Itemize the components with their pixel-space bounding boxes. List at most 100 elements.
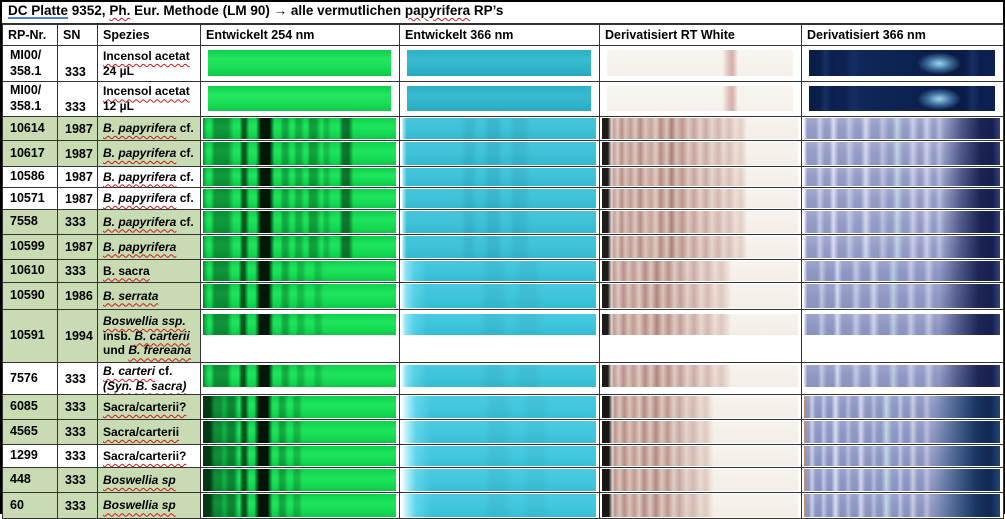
table-row: 10590 1986 B. serrata [2,282,1004,310]
cell-sn: 333 [57,45,98,82]
cell-spezies: B. carteri cf. (Syn. B. sacra) [97,361,201,396]
cell-sn: 1986 [57,282,98,310]
cell-rp-nr: 4565 [2,419,58,446]
tlc-strip-deriv-366nm [804,236,1000,258]
tlc-strip-366nm [402,118,596,139]
tlc-strip-254nm [203,118,396,139]
cell-uv254 [200,361,400,396]
cell-deriv366 [801,234,1004,260]
cell-rt-white [599,140,802,167]
title-segment: RP’s [470,3,504,18]
cell-rp-nr: MI00/ 358.1 [2,45,58,82]
tlc-strip-deriv-366nm [804,211,1000,233]
tlc-strip-deriv-366nm [804,168,1000,186]
cell-uv366 [399,140,600,167]
cell-spezies: B. papyrifera cf. [97,140,201,167]
column-header-1: RP-Nr. [2,24,58,46]
tlc-strip-254nm [203,421,396,444]
tlc-strip-366nm [402,446,596,467]
spezies-segment: B. sacra [103,263,150,278]
cell-deriv366 [801,282,1004,310]
cell-rp-nr: 6085 [2,394,58,421]
cell-spezies: Boswellia ssp. insb. B. carterii und B. … [97,309,201,363]
cell-uv254 [200,419,400,446]
tlc-strip-rt-white [602,494,798,518]
table-row: 7558 333 B. papyrifera cf. [2,209,1004,235]
cell-rp-nr: 10610 [2,259,58,283]
cell-deriv366 [801,467,1004,494]
cell-uv254 [200,234,400,260]
tlc-strip-254nm [203,236,396,258]
cell-deriv366 [801,116,1004,141]
cell-uv254 [200,444,400,469]
tlc-strip-rt-white [602,396,798,419]
spezies-segment: insb. [103,328,135,343]
cell-sn: 333 [57,361,98,396]
tlc-strip-366nm [402,284,596,308]
table-row: 10599 1987 B. papyrifera [2,234,1004,260]
cell-sn: 333 [57,209,98,235]
column-header-7: Derivatisiert 366 nm [801,24,1004,46]
cell-deriv366 [801,166,1004,188]
cell-deriv366 [801,361,1004,396]
cell-rp-nr: 10571 [2,187,58,210]
spezies-segment: und [103,343,129,358]
tlc-strip-rt-white [602,365,798,387]
spezies-segment: Sacra/carterii? [103,399,187,414]
cell-rt-white [599,209,802,235]
spezies-segment: cf. [176,121,194,136]
tlc-strip-rt-white [602,314,798,335]
spezies-segment: B. carterii [134,328,190,343]
page-title: DC Platte 9352, Ph. Eur. Methode (LM 90)… [2,2,1003,24]
spezies-segment: cf. [176,146,194,161]
cell-uv254 [200,259,400,283]
tlc-strip-deriv-366nm [804,396,1000,419]
title-segment: Ph. [109,3,131,18]
cell-uv254 [200,140,400,167]
tlc-strip-deriv-366nm [804,284,1000,308]
cell-rt-white [599,444,802,469]
table-body: MI00/ 358.1 333 Incensol acetat 24 µL MI00/… [2,45,1004,519]
tlc-strip-rt-white [602,236,798,258]
cell-rt-white [599,361,802,396]
column-header-6: Derivatisiert RT White [599,24,802,46]
cell-rt-white [599,282,802,310]
tlc-strip-rt-white [602,284,798,308]
tlc-strip-deriv-366nm [804,142,1000,165]
table-row: 1299 333 Sacra/carterii? [2,444,1004,469]
cell-deriv366 [801,419,1004,446]
cell-uv254 [200,45,400,82]
cell-uv366 [399,209,600,235]
table-row: 7576 333 B. carteri cf. (Syn. B. sacra) [2,361,1004,396]
cell-sn: 1987 [57,234,98,260]
spezies-segment: cf. [176,191,194,206]
table-row: 10617 1987 B. papyrifera cf. [2,140,1004,167]
table-row: 6085 333 Sacra/carterii? [2,394,1004,421]
cell-uv366 [399,187,600,210]
tlc-strip-254nm [203,469,396,492]
tlc-strip-deriv-366nm [804,118,1000,139]
cell-rt-white [599,45,802,82]
cell-spezies: Sacra/carterii? [97,394,201,421]
tlc-strip-366nm [402,314,596,335]
tlc-strip-366nm [407,50,591,76]
cell-sn: 333 [57,81,98,117]
cell-rp-nr: 10617 [2,140,58,167]
spezies-segment: 24 µL [103,63,134,78]
tlc-strip-254nm [203,261,396,281]
tlc-strip-254nm [203,189,396,208]
cell-uv366 [399,81,600,117]
cell-sn: 333 [57,259,98,283]
tlc-strip-366nm [402,211,596,233]
table-row: 10614 1987 B. papyrifera cf. [2,116,1004,141]
cell-rp-nr: 448 [2,467,58,494]
cell-uv254 [200,309,400,363]
tlc-strip-254nm [203,365,396,387]
cell-spezies: B. papyrifera [97,234,201,260]
cell-deriv366 [801,209,1004,235]
spezies-segment: B. papyrifera [103,146,177,161]
title-segment: Eur. Methode (LM 90) → alle vermutlichen [130,3,405,18]
cell-spezies: B. papyrifera cf. [97,116,201,141]
cell-deriv366 [801,492,1004,519]
spezies-segment: Incensol acetat [103,84,190,99]
